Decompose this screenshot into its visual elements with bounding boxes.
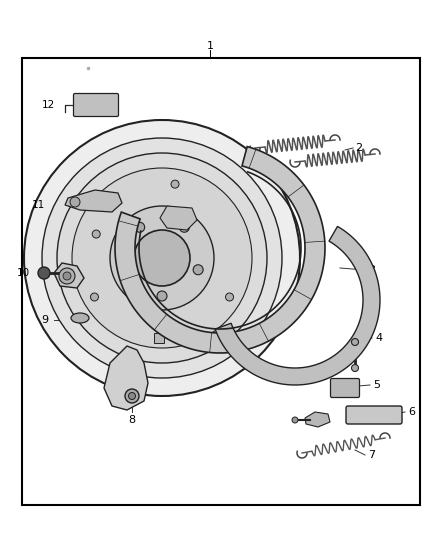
Circle shape <box>24 120 300 396</box>
FancyBboxPatch shape <box>331 378 360 398</box>
Circle shape <box>72 168 252 348</box>
Bar <box>22 58 420 505</box>
Circle shape <box>38 267 50 279</box>
Text: 12: 12 <box>42 100 55 110</box>
Circle shape <box>70 197 80 207</box>
Polygon shape <box>215 227 380 385</box>
Text: 2: 2 <box>355 143 362 153</box>
Circle shape <box>226 293 233 301</box>
Circle shape <box>134 230 190 286</box>
Text: 11: 11 <box>32 200 45 210</box>
Circle shape <box>63 272 71 280</box>
Polygon shape <box>115 147 325 353</box>
Circle shape <box>125 389 139 403</box>
Circle shape <box>292 417 298 423</box>
Text: 8: 8 <box>128 415 136 425</box>
Circle shape <box>57 153 267 363</box>
Circle shape <box>352 338 358 345</box>
Circle shape <box>110 206 214 310</box>
Circle shape <box>134 222 145 232</box>
Circle shape <box>91 293 99 301</box>
Polygon shape <box>65 190 122 212</box>
Circle shape <box>92 230 100 238</box>
Circle shape <box>171 180 179 188</box>
Text: 9: 9 <box>41 315 48 325</box>
Polygon shape <box>305 412 330 427</box>
Polygon shape <box>160 206 197 230</box>
Text: 6: 6 <box>408 407 415 417</box>
Text: 1: 1 <box>206 41 213 51</box>
Ellipse shape <box>71 313 89 323</box>
Bar <box>154 333 164 343</box>
Text: 3: 3 <box>368 265 375 275</box>
Polygon shape <box>104 346 148 410</box>
FancyBboxPatch shape <box>74 93 119 117</box>
FancyBboxPatch shape <box>346 406 402 424</box>
Circle shape <box>193 265 203 274</box>
Circle shape <box>352 365 358 372</box>
Text: 7: 7 <box>368 450 375 460</box>
Text: 5: 5 <box>373 380 380 390</box>
Circle shape <box>42 138 282 378</box>
Circle shape <box>157 291 167 301</box>
Circle shape <box>59 268 75 284</box>
Circle shape <box>179 222 189 232</box>
Text: 4: 4 <box>375 333 382 343</box>
Circle shape <box>121 265 131 274</box>
Polygon shape <box>54 263 84 288</box>
Text: 10: 10 <box>17 268 30 278</box>
Circle shape <box>128 392 135 400</box>
